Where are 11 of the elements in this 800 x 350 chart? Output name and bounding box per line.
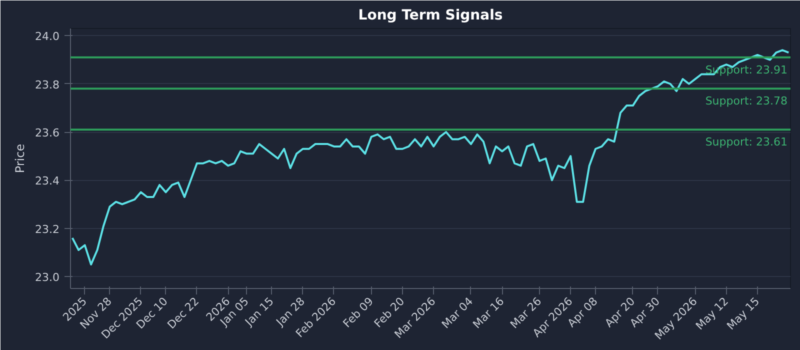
y-axis-title: Price bbox=[13, 144, 28, 174]
y-tick-label: 23.2 bbox=[35, 222, 60, 236]
chart-title: Long Term Signals bbox=[358, 8, 503, 24]
y-tick-label: 23.4 bbox=[35, 174, 60, 188]
ref-line-label: Support: 23.78 bbox=[705, 94, 788, 108]
y-tick-label: 23.6 bbox=[35, 126, 60, 140]
y-tick-label: 23.0 bbox=[35, 270, 60, 284]
y-tick-label: 23.8 bbox=[35, 78, 60, 92]
line-series bbox=[71, 49, 790, 266]
y-tick-label: 24.0 bbox=[35, 30, 60, 44]
ref-line-label: Support: 23.61 bbox=[705, 136, 788, 149]
